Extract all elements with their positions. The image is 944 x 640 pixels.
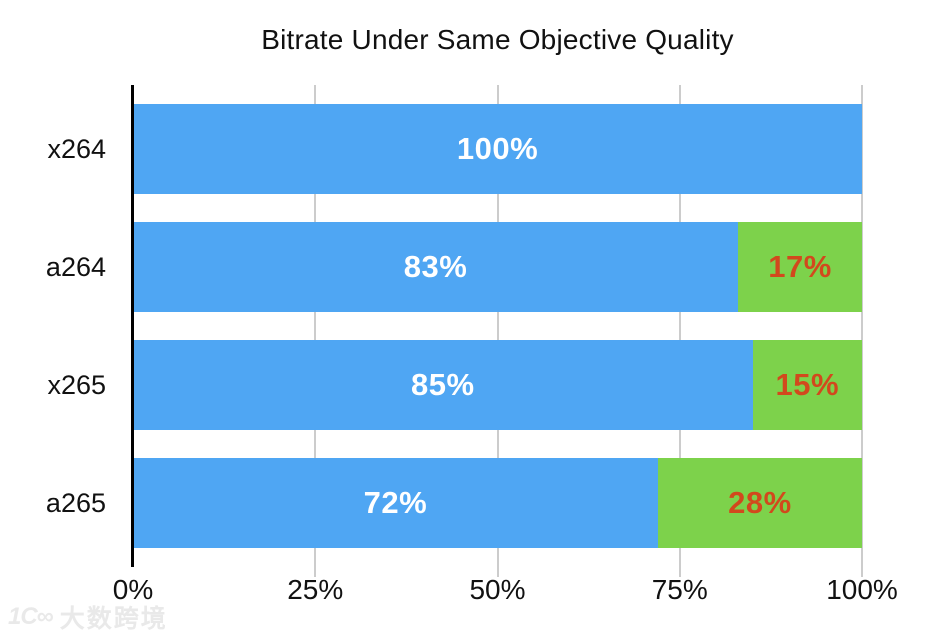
category-label: x265 — [47, 369, 106, 400]
bar-row: 85% 15% — [133, 340, 862, 430]
x-axis-tick-label: 75% — [651, 574, 708, 605]
bar-segment-primary: 83% — [133, 222, 739, 312]
bar-segment-primary: 85% — [133, 340, 753, 430]
x-axis-tick-label: 100% — [826, 574, 898, 605]
bar-segment-primary: 72% — [133, 458, 658, 548]
gridline — [496, 85, 499, 577]
bar-row: 83% 17% — [133, 222, 862, 312]
bar-value-label: 28% — [728, 485, 792, 520]
y-axis-line — [131, 85, 134, 567]
watermark-text: 大数跨境 — [59, 605, 168, 633]
gridline — [861, 85, 863, 577]
watermark: 1C∞ 大数跨境 — [8, 599, 168, 635]
bar-row: 72% 28% — [133, 458, 862, 548]
bar-segment-remainder: 28% — [657, 458, 862, 548]
x-axis-tick-label: 0% — [112, 574, 154, 605]
gridline — [678, 85, 681, 577]
bar-value-label: 15% — [775, 367, 840, 402]
chart-title: Bitrate Under Same Objective Quality — [261, 24, 734, 55]
bar-value-label: 17% — [768, 249, 832, 284]
watermark-logo-icon: 1C∞ — [8, 603, 54, 630]
x-axis-tick-label: 25% — [287, 574, 344, 605]
category-label: x264 — [47, 133, 106, 164]
bar-segment-remainder: 15% — [752, 340, 862, 430]
gridline — [314, 85, 317, 577]
bar-value-label: 100% — [456, 131, 539, 166]
bar-segment-remainder: 17% — [738, 222, 862, 312]
bar-value-label: 83% — [403, 249, 468, 284]
bar-value-label: 72% — [363, 485, 428, 520]
category-label: a265 — [45, 487, 106, 518]
bar-row: 100% — [133, 104, 862, 194]
category-label: a264 — [45, 251, 106, 282]
x-axis-tick-label: 50% — [469, 574, 526, 605]
plot-area: 100% 83% 17% 85% 15% 72% 28% — [131, 85, 863, 577]
bar-segment-primary: 100% — [133, 104, 862, 194]
bar-value-label: 85% — [411, 367, 475, 402]
